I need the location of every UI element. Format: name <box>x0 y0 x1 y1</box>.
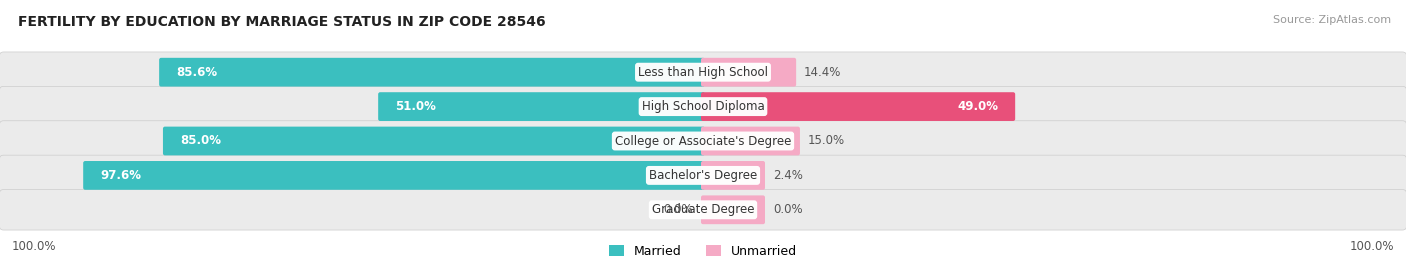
Text: College or Associate's Degree: College or Associate's Degree <box>614 134 792 147</box>
FancyBboxPatch shape <box>0 190 1406 230</box>
Text: 85.6%: 85.6% <box>176 66 218 79</box>
Text: Source: ZipAtlas.com: Source: ZipAtlas.com <box>1272 15 1391 25</box>
Text: 14.4%: 14.4% <box>804 66 842 79</box>
FancyBboxPatch shape <box>702 127 800 155</box>
FancyBboxPatch shape <box>163 127 704 155</box>
FancyBboxPatch shape <box>702 195 765 224</box>
Text: 2.4%: 2.4% <box>773 169 803 182</box>
Text: Graduate Degree: Graduate Degree <box>652 203 754 216</box>
Text: High School Diploma: High School Diploma <box>641 100 765 113</box>
Text: 85.0%: 85.0% <box>180 134 221 147</box>
Text: 49.0%: 49.0% <box>957 100 998 113</box>
FancyBboxPatch shape <box>702 92 1015 121</box>
FancyBboxPatch shape <box>83 161 704 190</box>
FancyBboxPatch shape <box>0 155 1406 196</box>
Text: 15.0%: 15.0% <box>808 134 845 147</box>
Text: 0.0%: 0.0% <box>773 203 803 216</box>
Text: 97.6%: 97.6% <box>100 169 141 182</box>
Text: Less than High School: Less than High School <box>638 66 768 79</box>
FancyBboxPatch shape <box>0 52 1406 93</box>
Text: 100.0%: 100.0% <box>13 240 56 253</box>
FancyBboxPatch shape <box>378 92 704 121</box>
FancyBboxPatch shape <box>702 58 796 87</box>
Text: 100.0%: 100.0% <box>1350 240 1393 253</box>
FancyBboxPatch shape <box>0 121 1406 161</box>
Text: Bachelor's Degree: Bachelor's Degree <box>650 169 756 182</box>
Text: FERTILITY BY EDUCATION BY MARRIAGE STATUS IN ZIP CODE 28546: FERTILITY BY EDUCATION BY MARRIAGE STATU… <box>18 15 546 29</box>
Text: 0.0%: 0.0% <box>664 203 693 216</box>
FancyBboxPatch shape <box>702 161 765 190</box>
Legend: Married, Unmarried: Married, Unmarried <box>609 245 797 258</box>
FancyBboxPatch shape <box>0 86 1406 127</box>
FancyBboxPatch shape <box>159 58 704 87</box>
Text: 51.0%: 51.0% <box>395 100 436 113</box>
